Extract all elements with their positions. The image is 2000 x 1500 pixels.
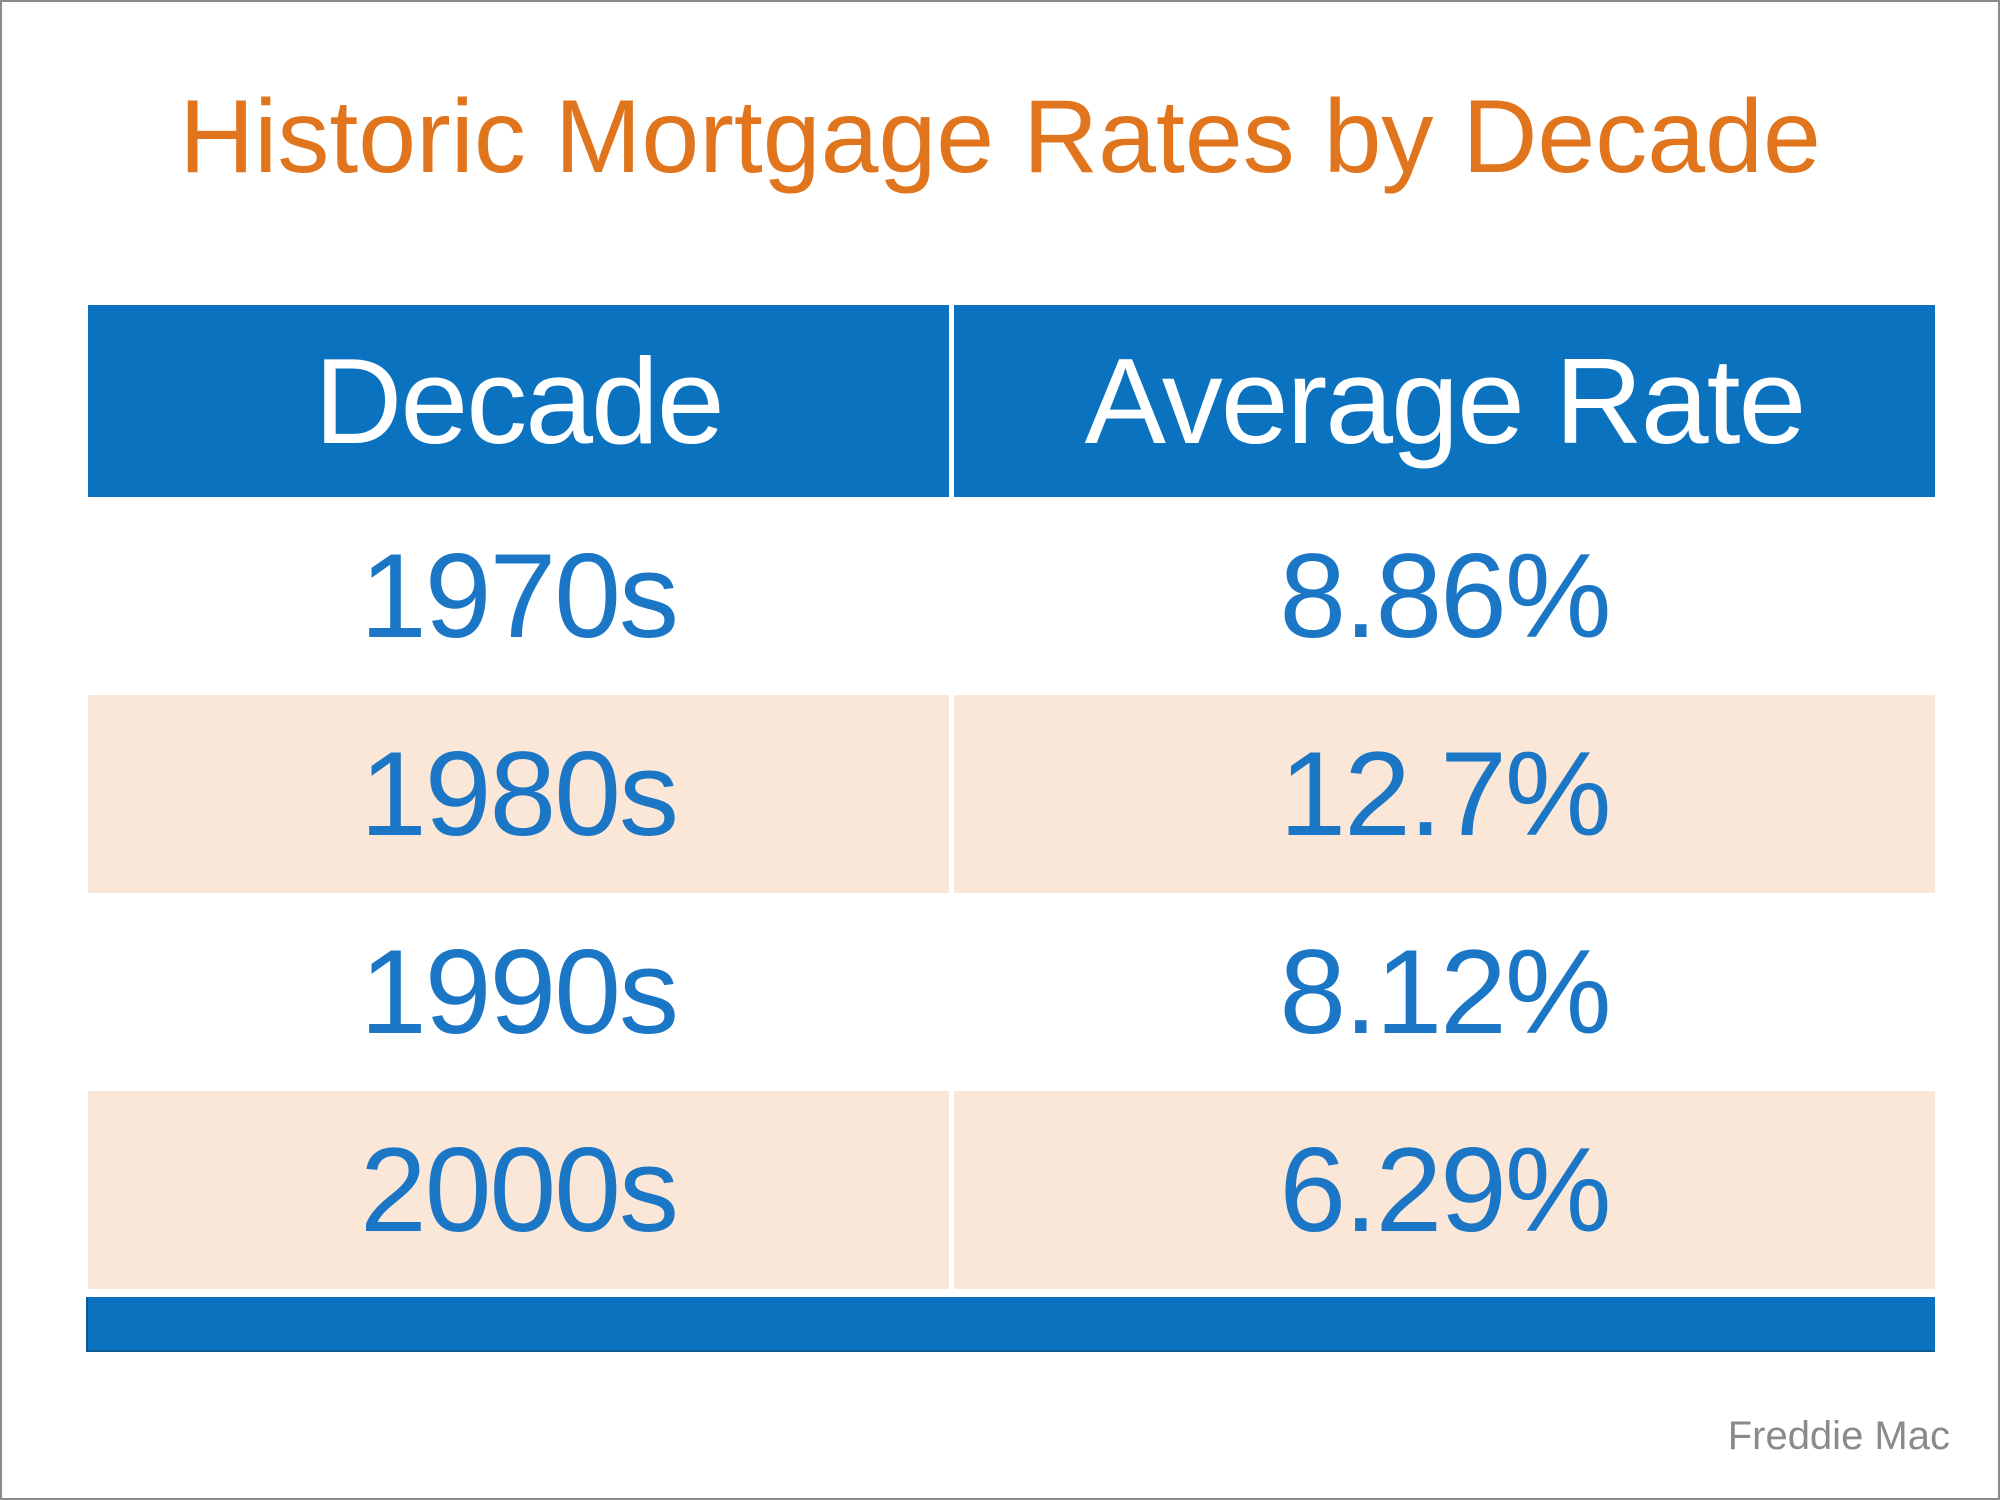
table-row: 1980s 12.7% [88,695,1935,893]
source-attribution: Freddie Mac [1727,1414,1950,1458]
column-header-average-rate: Average Rate [1084,333,1807,469]
rate-cell: 8.86% [1279,529,1611,663]
mortgage-rates-table: Decade Average Rate 1970s 8.86% 1980s 12… [88,305,1935,1289]
rate-cell: 12.7% [1279,727,1611,861]
decade-cell: 1990s [88,893,954,1091]
column-header-decade: Decade [88,305,954,497]
table-row: 1990s 8.12% [88,893,1935,1091]
decade-cell: 1980s [88,695,954,893]
bottom-accent-bar [86,1297,1935,1352]
decade-cell: 2000s [88,1091,954,1289]
rate-cell: 8.12% [1279,925,1611,1059]
page-title: Historic Mortgage Rates by Decade [179,79,1821,195]
decade-cell: 1970s [88,497,954,695]
table-row: 1970s 8.86% [88,497,1935,695]
table-row: 2000s 6.29% [88,1091,1935,1289]
rate-cell: 6.29% [1279,1123,1611,1257]
table-header-row: Decade Average Rate [88,305,1935,497]
